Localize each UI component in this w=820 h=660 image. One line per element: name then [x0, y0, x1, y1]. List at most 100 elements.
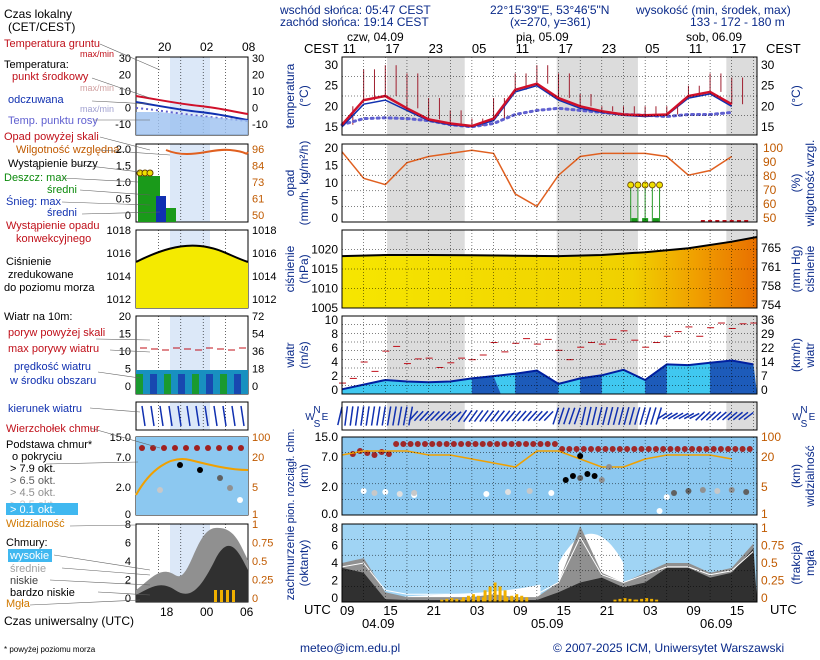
legend-temp-maxmin: max/min — [80, 83, 114, 93]
fog-bar — [520, 595, 524, 602]
legend-wind-lt: 5 — [125, 364, 131, 376]
cloud-base-dot — [569, 473, 576, 479]
night-band — [726, 144, 757, 222]
temp-right-tick: 15 — [761, 120, 775, 134]
cover-line — [341, 536, 754, 595]
cover-left-tick: 4 — [331, 556, 338, 570]
cloud-top-dot — [450, 441, 457, 447]
pressure-left-tick: 1005 — [311, 301, 338, 315]
wind-dir-arrow — [392, 406, 397, 426]
wind-dir-arrow — [429, 410, 440, 422]
temp-left-tick: 30 — [325, 58, 339, 72]
legend-cloud-rt: 20 — [252, 452, 264, 464]
wind-dir-arrow — [557, 407, 565, 425]
legend-cloud-o5-bg — [6, 503, 78, 515]
cloud-top-dot — [580, 446, 587, 452]
panel-temp — [340, 57, 757, 135]
wind-left-tick: 10 — [325, 313, 339, 327]
wind-right-tick: 0 — [761, 383, 768, 397]
legend-dir-arrow — [186, 405, 191, 427]
wind-dir-arrow — [743, 411, 754, 421]
legend-base-dot — [197, 467, 203, 473]
wind-dir-arrow — [612, 406, 619, 426]
legend-cover-lt: 0 — [125, 593, 131, 605]
utc-tick: 15 — [383, 603, 397, 618]
cloud-top-dot — [573, 446, 580, 452]
local-tick: 11 — [516, 41, 530, 56]
legend-temp-rt: 30 — [252, 53, 264, 65]
wind-dir-arrow — [650, 407, 657, 425]
wind-dir-arrow — [722, 411, 733, 421]
cloud-top-dot — [559, 446, 566, 452]
legend-connector — [89, 427, 161, 449]
legend-cloud-lt: 2.0 — [116, 482, 131, 494]
grid-lines — [341, 56, 758, 603]
wind-dir-arrow — [468, 409, 478, 423]
precip-right-tick: 90 — [763, 155, 777, 169]
wind-dir-arrow — [522, 410, 533, 422]
wind-dir-arrow — [580, 406, 587, 426]
height-values: 133 - 172 - 180 m — [690, 15, 785, 29]
wind-dir-arrow — [607, 406, 614, 426]
wind-dir-arrow — [705, 411, 717, 421]
fog-bar — [515, 594, 519, 602]
cloud-top-dot — [717, 446, 724, 452]
panel-wind — [339, 316, 758, 394]
legend-fog-bar — [220, 590, 223, 602]
legend-connector — [97, 591, 151, 596]
precip-right-tick: 70 — [763, 183, 777, 197]
cloud-right-tick: 5 — [761, 480, 768, 494]
utc-date-3: 06.09 — [700, 616, 733, 631]
fog-bar — [525, 597, 529, 602]
cloud-top-dot — [515, 441, 522, 447]
wind-dir-arrow — [440, 411, 451, 421]
pressure-right-tick: 765 — [761, 241, 781, 255]
cloud-base-dot — [714, 488, 721, 494]
legend-dir-title: kierunek wiatru — [8, 403, 82, 415]
legend-top-dot — [205, 445, 211, 451]
legend-gust-over: poryw powyżej skali — [8, 327, 105, 339]
legend-precip-lt: 0.5 — [116, 194, 131, 206]
wind-dir-arrow — [360, 406, 365, 426]
legend-pres-rt: 1012 — [252, 294, 276, 306]
panel-frame — [341, 315, 758, 395]
fog-bar — [503, 590, 507, 602]
wind-dir-arrow — [695, 411, 706, 421]
cover-right-tick: 0 — [761, 591, 768, 605]
wind-dir-arrow — [516, 410, 527, 422]
pressure-line — [341, 236, 758, 258]
legend-connector — [99, 43, 161, 71]
legend-frame — [135, 401, 249, 431]
legend-pres-2: zredukowane — [8, 269, 73, 281]
utc-date-1: 04.09 — [362, 616, 395, 631]
wind-dir-arrow — [489, 410, 500, 422]
local-tick: 23 — [429, 41, 443, 56]
wind-dir-arrow — [673, 412, 684, 420]
legend-precip-lt: 2.0 — [116, 144, 131, 156]
legend-feel-curve — [135, 101, 249, 121]
email-link[interactable]: meteo@icm.edu.pl — [300, 641, 400, 655]
precip-left-tick: 0 — [331, 211, 338, 225]
night-band — [556, 144, 638, 222]
wind-axis-label: wiatr — [283, 342, 297, 368]
vis-axis-label: widzialność — [803, 445, 817, 507]
day-label-1: czw, 04.09 — [347, 30, 404, 44]
cloud-top-dot — [689, 446, 696, 452]
wind-dir-arrow — [628, 407, 636, 425]
cloud-base-dot — [371, 490, 378, 496]
legend-temp-rt: 10 — [252, 86, 264, 98]
cloud-top-dot — [378, 449, 385, 455]
legend-connector — [99, 149, 171, 156]
cest-label-left: CEST — [304, 41, 339, 56]
day-label-2: pią, 05.09 — [516, 30, 569, 44]
cover-left-tick: 8 — [331, 521, 338, 535]
cover-left-tick: 0 — [331, 591, 338, 605]
temp-axis-unit-right: (°C) — [789, 85, 803, 106]
wind-dir-arrow — [618, 406, 625, 426]
utc-tick: 03 — [470, 603, 484, 618]
fog-bar — [450, 598, 454, 602]
precip-right-tick: 60 — [763, 197, 777, 211]
local-tick: 11 — [689, 41, 703, 56]
wind-dir-arrow — [354, 406, 359, 426]
